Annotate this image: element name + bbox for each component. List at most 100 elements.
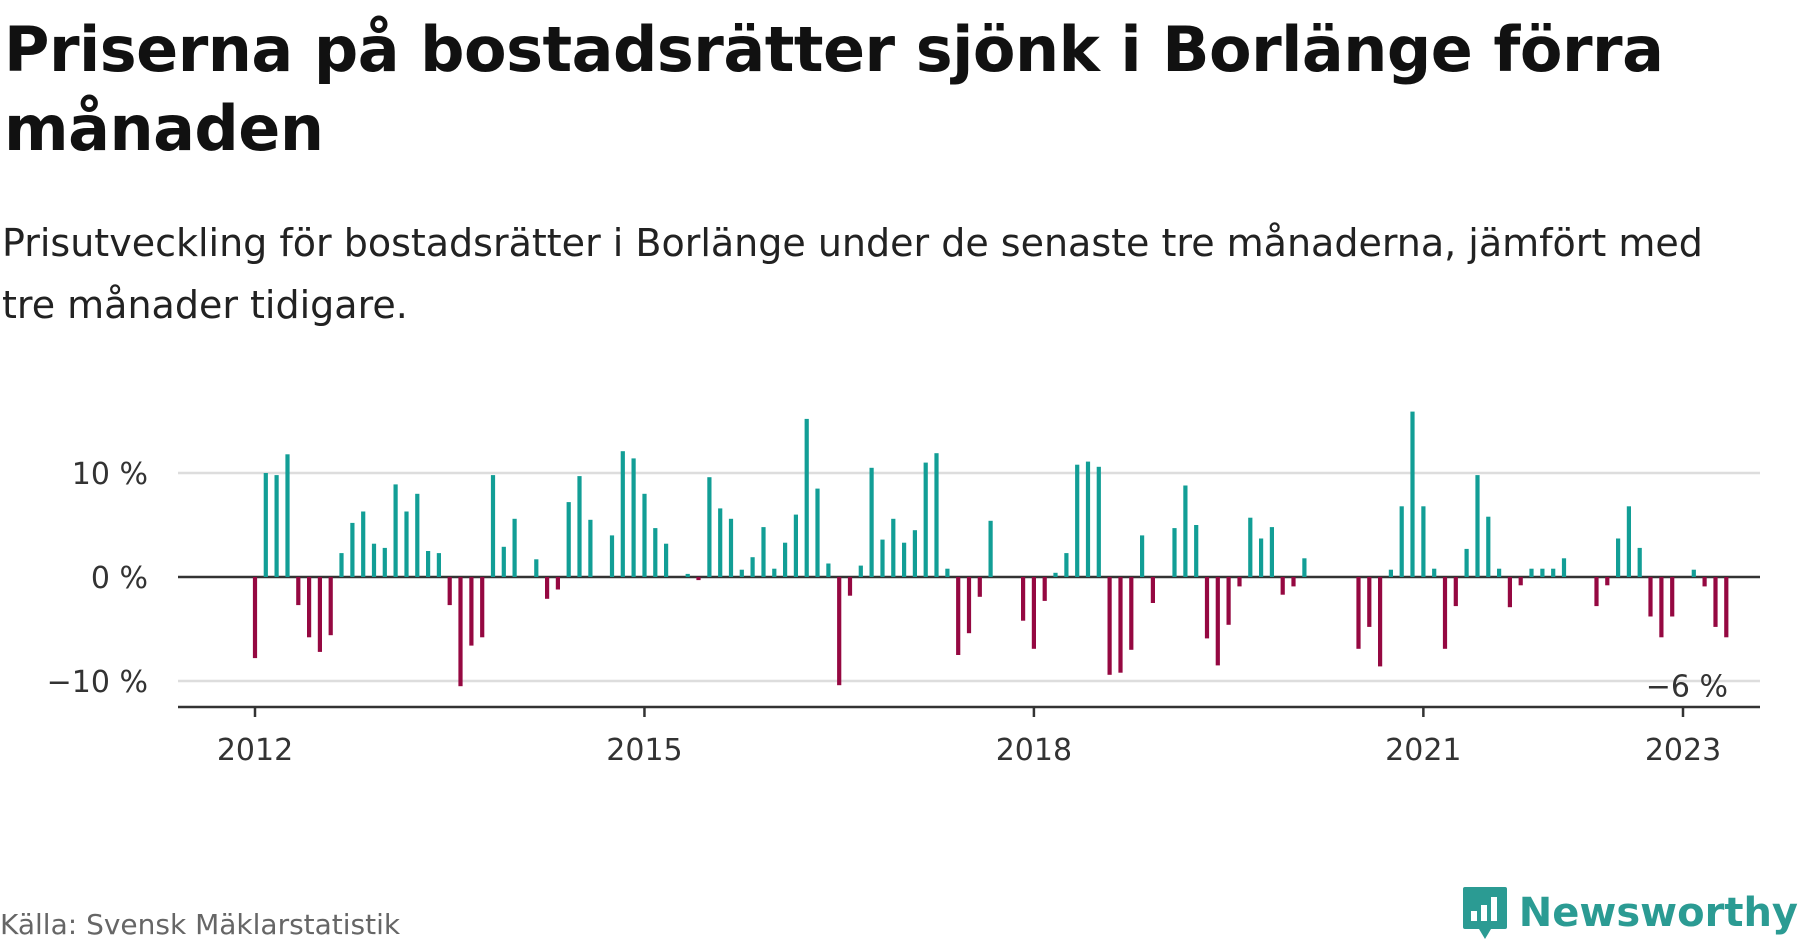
- bar: [1464, 548, 1469, 577]
- bar: [1183, 485, 1188, 577]
- bar: [1529, 568, 1534, 577]
- bar: [718, 508, 723, 577]
- bar: [1021, 577, 1026, 621]
- bar: [1594, 577, 1599, 607]
- bar: [1561, 558, 1567, 577]
- bar: [739, 569, 744, 577]
- bar: [1367, 577, 1372, 627]
- bar: [858, 565, 863, 577]
- bar: [1551, 568, 1556, 577]
- bar: [815, 488, 820, 577]
- bar: [512, 518, 517, 577]
- bar: [274, 475, 279, 577]
- bar: [382, 547, 387, 577]
- bar: [912, 530, 917, 577]
- bar: [750, 557, 755, 577]
- bar: [1518, 577, 1523, 586]
- bar: [902, 542, 907, 577]
- bar: [1399, 506, 1404, 577]
- bar: [1075, 464, 1080, 577]
- bar: [555, 577, 560, 590]
- bar: [1605, 577, 1610, 586]
- bar: [642, 493, 647, 577]
- bar: [804, 418, 809, 577]
- bar: [1724, 577, 1729, 638]
- newsworthy-logo-icon: [1462, 887, 1507, 939]
- bar: [566, 502, 571, 577]
- y-tick-label: 10 %: [72, 457, 148, 492]
- bar: [793, 514, 798, 577]
- bar: [880, 539, 885, 577]
- bar: [1432, 568, 1437, 577]
- bar: [685, 573, 690, 577]
- bar: [426, 551, 431, 577]
- bar: [1107, 577, 1112, 675]
- bar: [1172, 528, 1177, 577]
- bar: [707, 477, 712, 577]
- bar: [1442, 577, 1448, 649]
- bar: [869, 467, 874, 577]
- source-note: Källa: Svensk Mäklarstatistik: [0, 908, 401, 941]
- x-tick-label: 2021: [1385, 733, 1461, 768]
- bar: [1670, 577, 1675, 617]
- bar: [252, 577, 258, 659]
- bar: [772, 568, 777, 577]
- bar: [1356, 577, 1361, 649]
- bar: [1540, 568, 1545, 577]
- bar: [436, 553, 441, 577]
- bar: [1453, 577, 1458, 607]
- bar: [404, 511, 409, 577]
- bar: [1194, 525, 1199, 577]
- chart-title: Priserna på bostadsrätter sjönk i Borlän…: [4, 13, 1664, 165]
- bar: [1616, 538, 1621, 577]
- bar: [1302, 558, 1307, 577]
- bar: [1648, 577, 1653, 617]
- bar: [501, 546, 506, 577]
- bar: [1259, 538, 1264, 577]
- last-value-label: −6 %: [1646, 669, 1728, 704]
- bar: [631, 458, 636, 577]
- bar: [534, 559, 539, 577]
- bar: [653, 528, 658, 577]
- bar: [1626, 506, 1631, 577]
- bar: [728, 518, 734, 577]
- brand-name: Newsworthy: [1518, 890, 1798, 936]
- bar: [934, 453, 939, 577]
- bar: [371, 543, 377, 577]
- bar: [1378, 577, 1383, 667]
- x-tick-label: 2023: [1645, 733, 1721, 768]
- bar: [307, 577, 312, 638]
- bar: [1702, 577, 1707, 587]
- bar: [761, 527, 766, 577]
- bar: [415, 493, 420, 577]
- bar: [837, 577, 842, 686]
- bar: [945, 568, 950, 577]
- bar: [783, 542, 788, 577]
- bar: [847, 577, 853, 596]
- y-tick-label: −10 %: [47, 665, 148, 700]
- bar: [350, 522, 355, 577]
- bar: [285, 454, 290, 577]
- bar: [545, 577, 550, 599]
- bar: [1042, 577, 1047, 601]
- bar: [1237, 577, 1242, 587]
- bar: [1486, 516, 1491, 577]
- bar: [1118, 577, 1123, 673]
- bar: [956, 577, 961, 655]
- bar: [609, 535, 615, 577]
- bar: [1637, 547, 1642, 577]
- bars: [252, 411, 1729, 687]
- bar: [1497, 568, 1502, 577]
- bar: [1150, 577, 1155, 603]
- x-tick-label: 2015: [606, 733, 682, 768]
- bar: [263, 473, 268, 577]
- bar: [966, 577, 972, 634]
- bar: [317, 577, 322, 652]
- bar: [1085, 461, 1091, 577]
- bar: [988, 520, 993, 577]
- bar: [361, 511, 366, 577]
- chart-subtitle: Prisutveckling för bostadsrätter i Borlä…: [2, 221, 1703, 327]
- bar: [393, 484, 398, 577]
- bar: [1031, 577, 1036, 649]
- bar: [923, 462, 928, 577]
